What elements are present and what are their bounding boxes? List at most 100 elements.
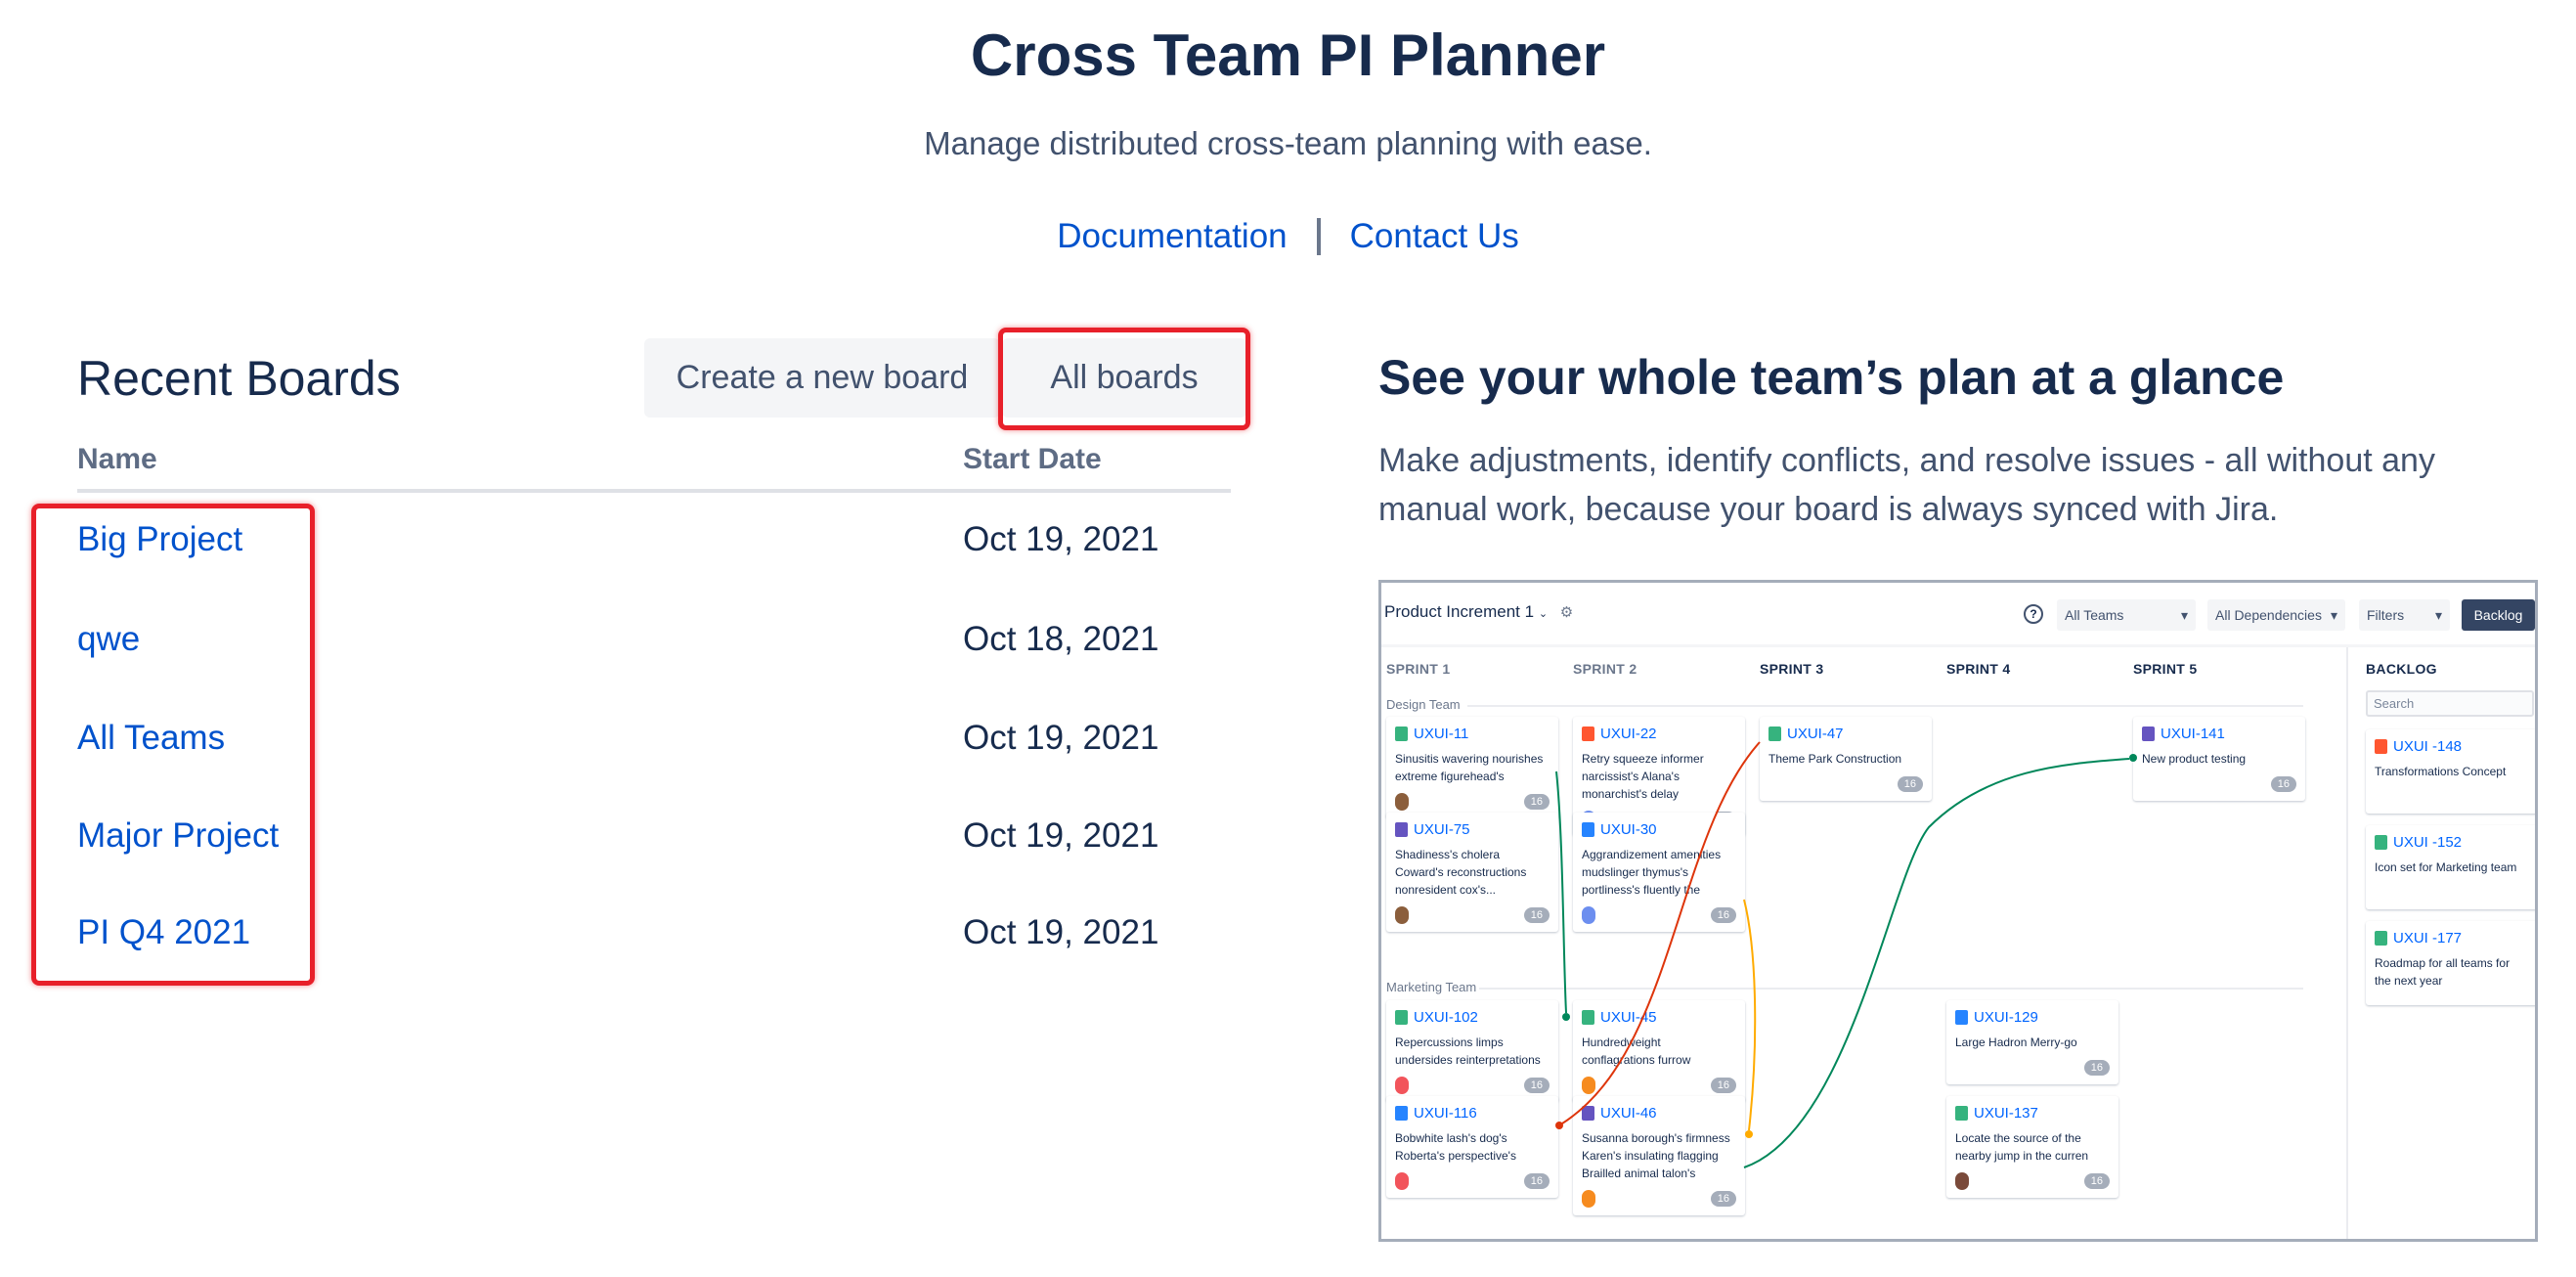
- issue-key-row: UXUI-137: [1955, 1105, 2110, 1122]
- filters-dropdown: Filters ▾: [2359, 599, 2450, 631]
- card-footer: 16: [1955, 1172, 2110, 1190]
- dependency-arrow: [1555, 771, 1567, 1014]
- arrowhead-icon: [1562, 1013, 1570, 1021]
- page-title: Cross Team PI Planner: [970, 22, 1606, 88]
- avatar: [1582, 906, 1595, 924]
- issue-summary: Sinusitis wavering nourishes extreme fig…: [1395, 752, 1544, 783]
- issue-key-row: UXUI-129: [1955, 1009, 2110, 1026]
- dependencies-dropdown: All Dependencies ▾: [2207, 599, 2345, 631]
- story-points-badge: 16: [1523, 907, 1550, 923]
- story-points-badge: 16: [1523, 1173, 1550, 1189]
- issue-summary: Transformations Concept: [2375, 765, 2507, 778]
- dependency-arrow: [1743, 758, 2130, 1168]
- epic-type-icon: [1582, 1106, 1594, 1121]
- issue-key-row: UXUI -148: [2375, 738, 2529, 755]
- arrowhead-icon: [2129, 754, 2137, 762]
- avatar: [1955, 1172, 1969, 1190]
- story-points-badge: 16: [1523, 1078, 1550, 1093]
- avatar: [1582, 1077, 1595, 1094]
- create-board-button[interactable]: Create a new board: [644, 338, 1000, 418]
- backlog-search-input: Search: [2366, 690, 2534, 717]
- card-footer: 16: [1395, 793, 1550, 811]
- issue-summary: Shadiness's cholera Coward's reconstruct…: [1395, 848, 1527, 897]
- card-footer: 16: [1582, 906, 1736, 924]
- board-link[interactable]: qwe: [77, 620, 141, 658]
- issue-summary: Large Hadron Merry-go: [1955, 1035, 2077, 1049]
- issue-summary: Hundredweight conflagrations furrow: [1582, 1035, 1691, 1067]
- story-type-icon: [1395, 1010, 1408, 1025]
- board-start-date: Oct 19, 2021: [963, 913, 1159, 951]
- story-points-badge: 16: [2083, 1060, 2110, 1076]
- sprint-header-5: SPRINT 5: [2133, 661, 2198, 677]
- contact-us-link[interactable]: Contact Us: [1349, 217, 1519, 255]
- increment-label: Product Increment 1: [1384, 602, 1535, 621]
- board-link[interactable]: Big Project: [77, 520, 243, 558]
- issue-key-row: UXUI-116: [1395, 1105, 1550, 1122]
- story-points-badge: 16: [1710, 1191, 1736, 1207]
- recent-boards-heading: Recent Boards: [77, 351, 401, 406]
- avatar: [1582, 1190, 1595, 1208]
- board-link[interactable]: All Teams: [77, 719, 226, 757]
- board-start-date: Oct 19, 2021: [963, 719, 1159, 757]
- bug-type-icon: [2375, 739, 2387, 754]
- issue-key: UXUI-47: [1787, 726, 1844, 742]
- column-header-name: Name: [77, 443, 157, 475]
- issue-key: UXUI-45: [1600, 1009, 1657, 1026]
- task-type-icon: [1955, 1010, 1968, 1025]
- issue-key-row: UXUI-22: [1582, 726, 1736, 742]
- board-start-date: Oct 19, 2021: [963, 520, 1159, 558]
- issue-key: UXUI-30: [1600, 821, 1657, 838]
- story-type-icon: [1768, 727, 1781, 741]
- story-type-icon: [1395, 727, 1408, 741]
- issue-summary: Icon set for Marketing team: [2375, 860, 2517, 874]
- dependency-arrow: [1743, 899, 1757, 1131]
- story-points-badge: 16: [2083, 1173, 2110, 1189]
- issue-key: UXUI-129: [1974, 1009, 2038, 1026]
- chevron-down-icon: ▾: [2330, 606, 2337, 623]
- card-footer: 16: [1582, 1077, 1736, 1094]
- filters-dropdown-label: Filters: [2367, 607, 2405, 623]
- sprint-header-1: SPRINT 1: [1386, 661, 1451, 677]
- board-preview-image: Product Increment 1 ⌄ ⚙ ? All Teams ▾ All…: [1378, 580, 2538, 1242]
- highlight-box-board-names: [31, 504, 315, 986]
- card-footer: 16: [1582, 1190, 1736, 1208]
- issue-card: UXUI -148 Transformations Concept: [2366, 729, 2535, 814]
- documentation-link[interactable]: Documentation: [1057, 217, 1288, 255]
- table-divider: [77, 489, 1231, 493]
- board-link[interactable]: Major Project: [77, 816, 280, 855]
- backlog-divider: [2346, 647, 2348, 1239]
- card-footer: 16: [2142, 775, 2296, 793]
- issue-card: UXUI-30 Aggrandizement amenities mudsling…: [1573, 813, 1745, 932]
- issue-key-row: UXUI-30: [1582, 821, 1736, 838]
- avatar: [1395, 1172, 1409, 1190]
- board-link[interactable]: PI Q4 2021: [77, 913, 251, 951]
- increment-selector: Product Increment 1 ⌄ ⚙: [1384, 602, 1573, 622]
- issue-key: UXUI -148: [2393, 738, 2463, 755]
- issue-card: UXUI-46 Susanna borough's firmness Karen'…: [1573, 1096, 1745, 1215]
- issue-card: UXUI-11 Sinusitis wavering nourishes extr…: [1386, 717, 1558, 818]
- issue-summary: Aggrandizement amenities mudslinger thym…: [1582, 848, 1722, 897]
- issue-summary: Theme Park Construction: [1768, 752, 1902, 766]
- issue-summary: Bobwhite lash's dog's Roberta's perspect…: [1395, 1131, 1516, 1163]
- issue-card: UXUI-47 Theme Park Construction 16: [1760, 717, 1932, 801]
- arrowhead-icon: [1745, 1130, 1753, 1138]
- issue-key-row: UXUI-46: [1582, 1105, 1736, 1122]
- teams-dropdown-label: All Teams: [2065, 607, 2124, 623]
- all-boards-button[interactable]: All boards: [1002, 338, 1246, 418]
- issue-key: UXUI-11: [1414, 726, 1469, 742]
- issue-key-row: UXUI-75: [1395, 821, 1550, 838]
- issue-card: UXUI-116 Bobwhite lash's dog's Roberta's …: [1386, 1096, 1558, 1198]
- team-label: Design Team: [1386, 697, 1461, 712]
- avatar: [1395, 906, 1409, 924]
- card-footer: 16: [1395, 906, 1550, 924]
- gear-icon: ⚙: [1559, 604, 1574, 621]
- issue-summary: Roadmap for all teams for the next year: [2375, 956, 2511, 988]
- dependency-arrow: [1561, 741, 1761, 1124]
- avatar: [1395, 793, 1409, 811]
- issue-card: UXUI-45 Hundredweight conflagrations furr…: [1573, 1000, 1745, 1102]
- issue-key: UXUI-75: [1414, 821, 1470, 838]
- issue-key: UXUI -177: [2393, 930, 2463, 947]
- issue-summary: Susanna borough's firmness Karen's insul…: [1582, 1131, 1730, 1180]
- issue-key-row: UXUI-11: [1395, 726, 1550, 742]
- issue-summary: Repercussions limps undersides reinterpr…: [1395, 1035, 1541, 1067]
